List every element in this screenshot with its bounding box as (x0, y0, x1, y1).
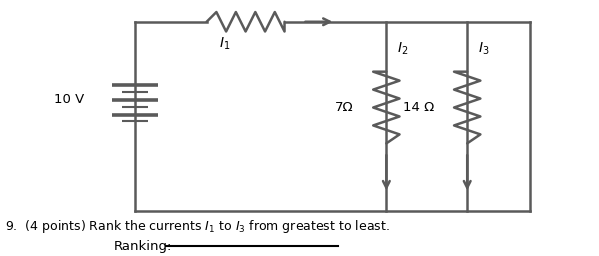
Text: 7Ω: 7Ω (335, 101, 353, 114)
Text: $I_1$: $I_1$ (219, 35, 230, 52)
Text: 10 V: 10 V (53, 93, 84, 106)
Text: $I_3$: $I_3$ (478, 40, 489, 57)
Text: 14 Ω: 14 Ω (403, 101, 434, 114)
Text: 9.  (4 points) Rank the currents $I_1$ to $I_3$ from greatest to least.: 9. (4 points) Rank the currents $I_1$ to… (5, 218, 389, 235)
Text: Ranking:: Ranking: (114, 240, 172, 253)
Text: $I_2$: $I_2$ (397, 40, 409, 57)
